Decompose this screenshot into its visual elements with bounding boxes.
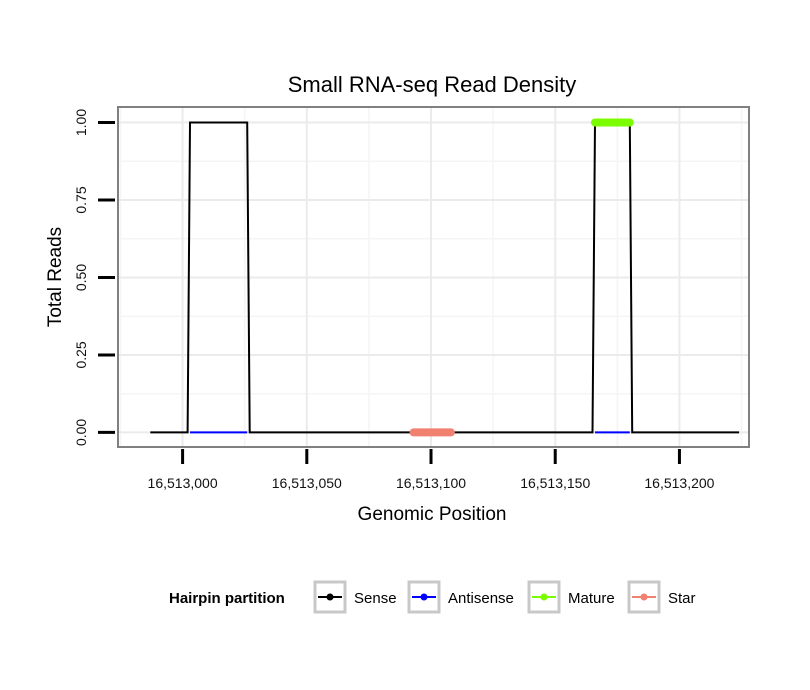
y-axis-title: Total Reads <box>45 227 66 327</box>
panel-border <box>117 106 750 448</box>
x-tick-label: 16,513,150 <box>520 475 590 491</box>
legend-title: Hairpin partition <box>169 590 285 607</box>
legend-marker-antisense <box>420 593 428 601</box>
y-tick-label: 0.00 <box>73 419 89 446</box>
x-tick-label: 16,513,050 <box>272 475 342 491</box>
legend: Hairpin partition Sense Antisense Mature St… <box>169 580 696 614</box>
plot-panel <box>117 106 750 448</box>
legend-marker-sense <box>326 593 334 601</box>
legend-label-star: Star <box>668 590 696 607</box>
series-layer <box>150 118 740 437</box>
legend-keys: Sense Antisense Mature Star <box>313 580 696 614</box>
y-tick-label: 0.75 <box>73 186 89 213</box>
y-axis: 0.00 0.25 0.50 0.75 1.00 <box>73 109 115 446</box>
x-axis-title: Genomic Position <box>358 504 507 525</box>
x-tick-label: 16,513,000 <box>148 475 218 491</box>
legend-label-antisense: Antisense <box>448 590 514 607</box>
minor-gridlines <box>118 107 749 447</box>
legend-label-sense: Sense <box>354 590 397 607</box>
y-tick-label: 0.50 <box>73 264 89 291</box>
x-axis: 16,513,000 16,513,050 16,513,100 16,513,150… <box>148 449 715 491</box>
legend-marker-star <box>640 593 648 601</box>
x-tick-label: 16,513,100 <box>396 475 466 491</box>
legend-marker-mature <box>540 593 548 601</box>
y-tick-label: 0.25 <box>73 341 89 368</box>
x-tick-label: 16,513,200 <box>644 475 714 491</box>
chart-title: Small RNA-seq Read Density <box>288 72 577 97</box>
y-tick-label: 1.00 <box>73 109 89 136</box>
legend-label-mature: Mature <box>568 590 615 607</box>
